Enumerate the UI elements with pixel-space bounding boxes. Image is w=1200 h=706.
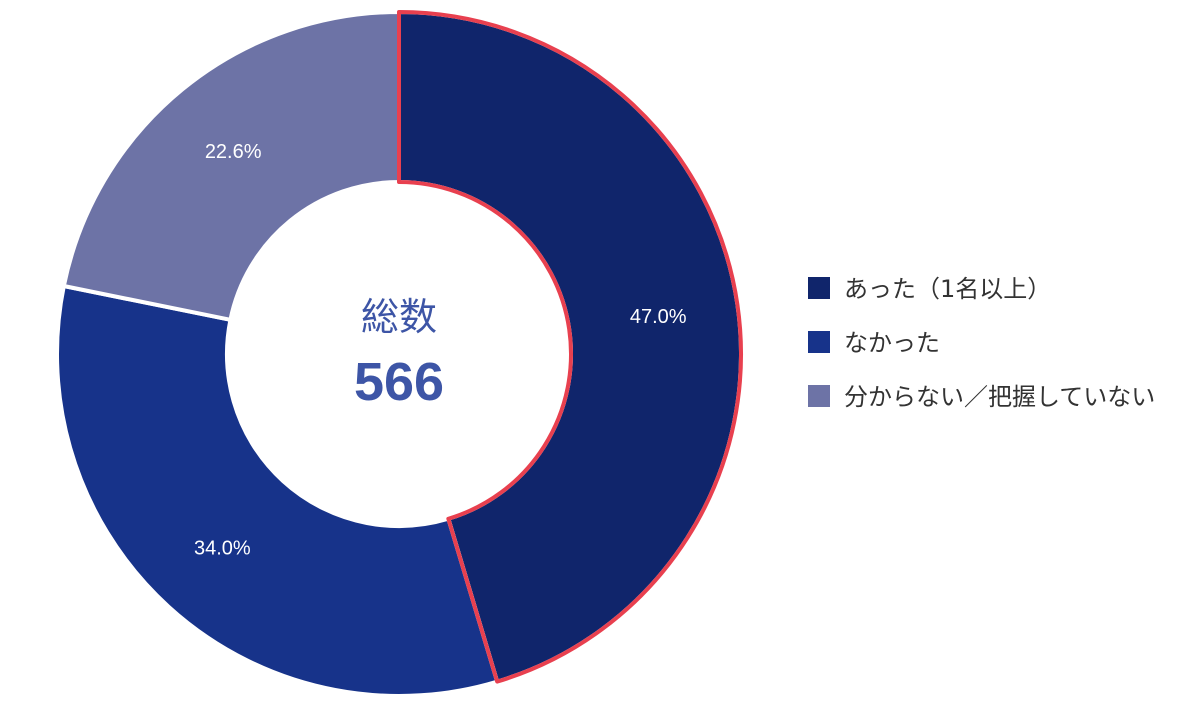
slice-value-label-2: 22.6% [205, 141, 262, 163]
slice-value-label-1: 34.0% [194, 537, 251, 559]
legend-swatch-2 [808, 385, 830, 407]
legend-item-0: あった（1名以上） [808, 262, 1168, 316]
center-total: 566 [354, 352, 444, 412]
legend-label-1: なかった [844, 329, 940, 357]
legend: あった（1名以上） なかった 分からない／把握していない [808, 262, 1168, 424]
center-title: 総数 [361, 295, 437, 339]
highlight-outline [397, 10, 743, 684]
donut-slice-2 [61, 9, 401, 323]
legend-swatch-0 [808, 277, 830, 299]
legend-item-1: なかった [808, 316, 1168, 370]
legend-label-0: あった（1名以上） [844, 275, 1052, 303]
donut-slice-1 [55, 283, 500, 698]
legend-swatch-1 [808, 331, 830, 353]
slice-value-label-0: 47.0% [630, 306, 687, 328]
legend-item-2: 分からない／把握していない [808, 370, 1168, 424]
legend-label-2: 分からない／把握していない [844, 383, 1156, 411]
